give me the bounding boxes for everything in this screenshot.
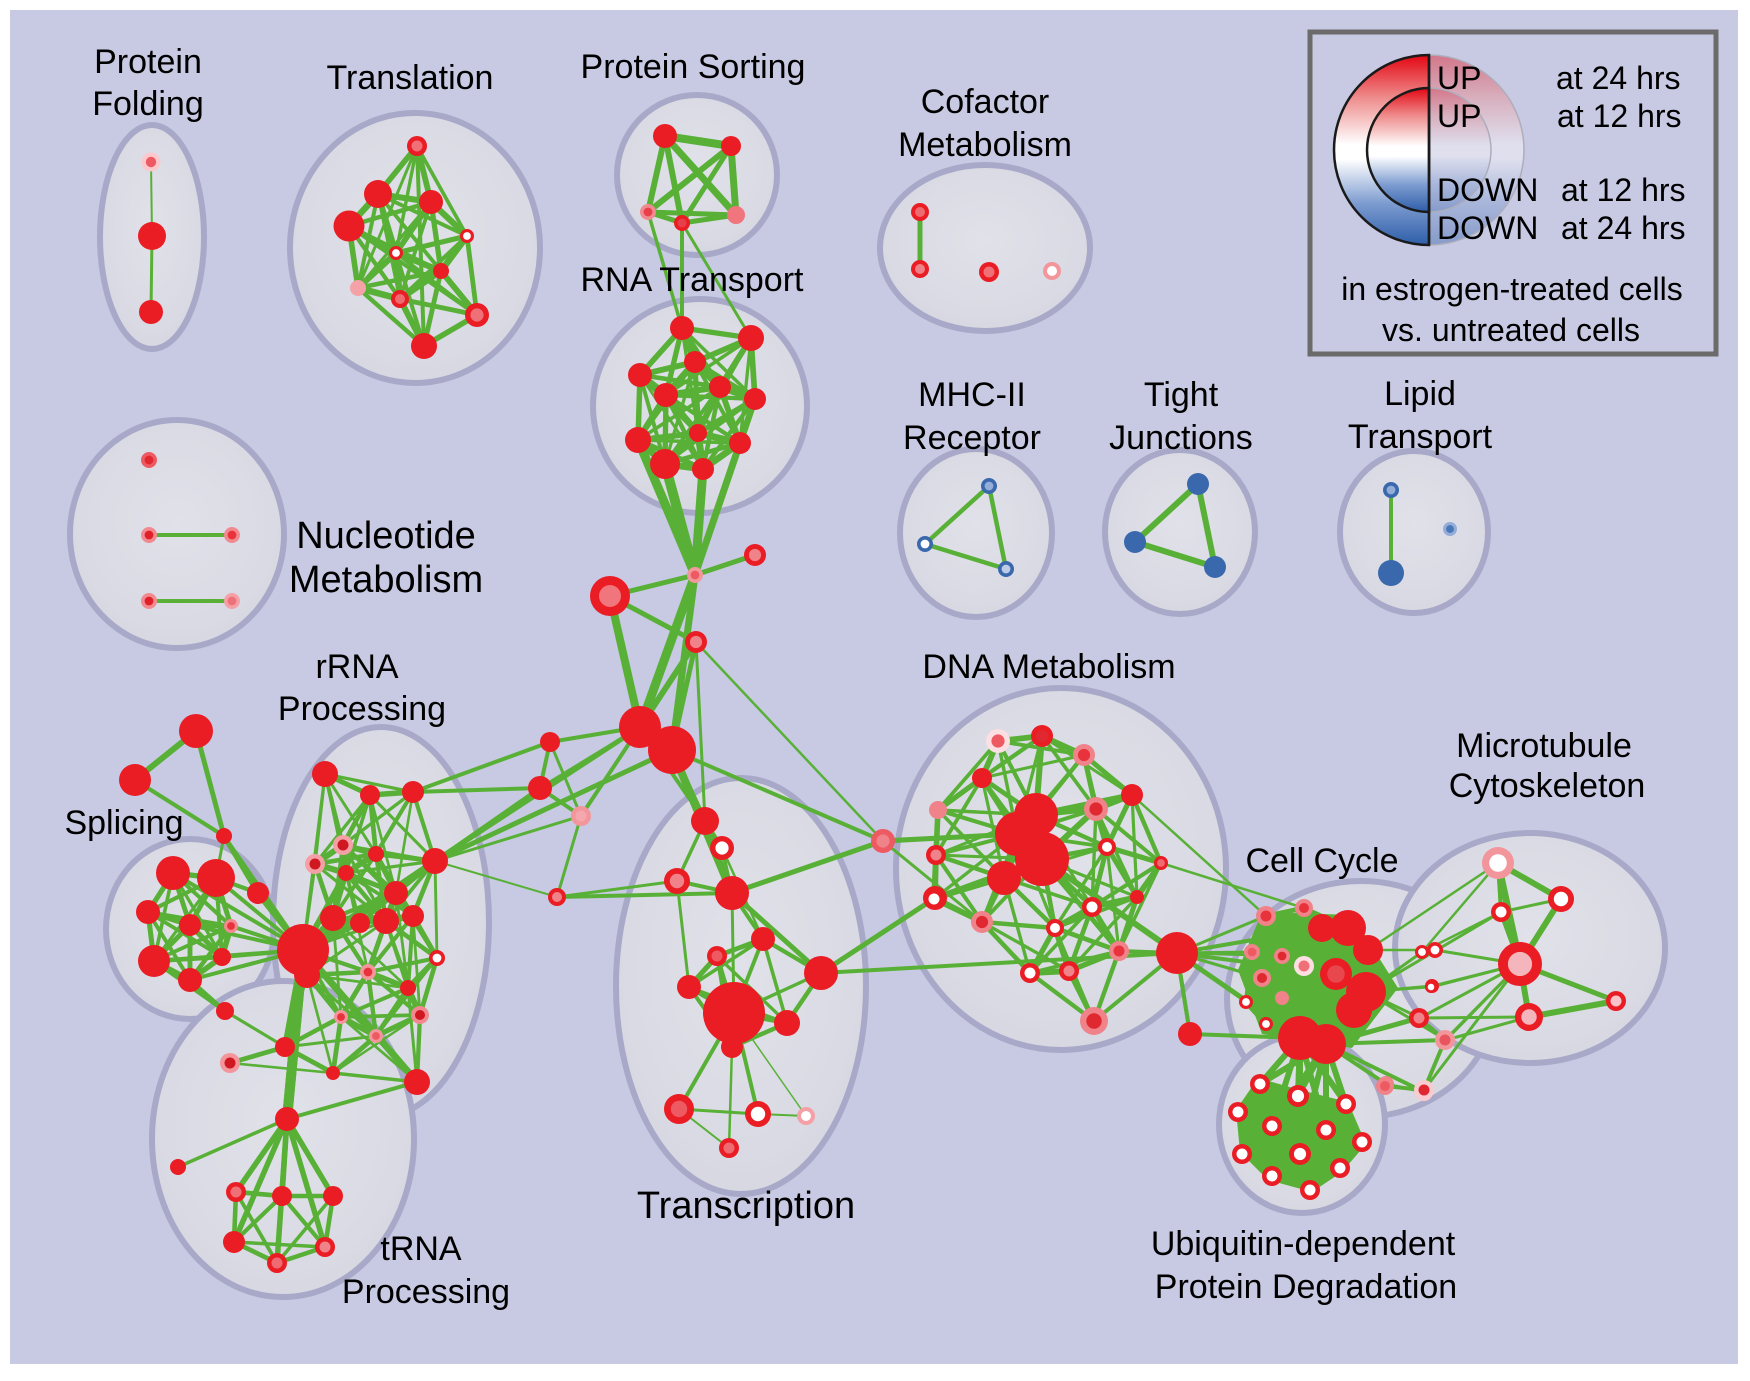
svg-text:Protein Sorting: Protein Sorting: [581, 48, 806, 86]
svg-text:MHC-II: MHC-II: [918, 376, 1026, 414]
svg-text:Protein: Protein: [94, 43, 202, 81]
svg-text:UP: UP: [1437, 60, 1481, 96]
svg-text:Cell Cycle: Cell Cycle: [1245, 842, 1398, 880]
svg-text:Microtubule: Microtubule: [1456, 727, 1632, 765]
svg-text:Ubiquitin-dependent: Ubiquitin-dependent: [1151, 1225, 1456, 1263]
svg-text:Processing: Processing: [278, 690, 446, 728]
svg-text:Splicing: Splicing: [64, 804, 183, 842]
svg-text:Metabolism: Metabolism: [289, 559, 483, 601]
svg-text:at 24 hrs: at 24 hrs: [1556, 60, 1681, 96]
svg-text:Transcription: Transcription: [637, 1185, 855, 1227]
svg-text:at 12 hrs: at 12 hrs: [1557, 98, 1682, 134]
svg-text:DOWN: DOWN: [1437, 210, 1538, 246]
svg-text:Receptor: Receptor: [903, 419, 1041, 457]
svg-text:Cytoskeleton: Cytoskeleton: [1449, 767, 1646, 805]
svg-text:Translation: Translation: [327, 59, 494, 97]
svg-text:Cofactor: Cofactor: [921, 83, 1050, 121]
svg-text:Protein Degradation: Protein Degradation: [1155, 1268, 1457, 1306]
svg-text:Nucleotide: Nucleotide: [296, 515, 476, 557]
svg-text:RNA Transport: RNA Transport: [581, 261, 805, 299]
svg-text:Lipid: Lipid: [1384, 375, 1456, 413]
svg-text:rRNA: rRNA: [315, 648, 398, 686]
svg-text:at 24 hrs: at 24 hrs: [1561, 210, 1686, 246]
svg-text:Metabolism: Metabolism: [898, 126, 1072, 164]
svg-text:Processing: Processing: [342, 1273, 510, 1311]
svg-text:vs. untreated cells: vs. untreated cells: [1382, 312, 1640, 348]
svg-text:tRNA: tRNA: [380, 1230, 462, 1268]
svg-text:Tight: Tight: [1144, 376, 1219, 414]
svg-text:at 12 hrs: at 12 hrs: [1561, 172, 1686, 208]
svg-text:DOWN: DOWN: [1437, 172, 1538, 208]
svg-text:UP: UP: [1437, 98, 1481, 134]
svg-text:Junctions: Junctions: [1109, 419, 1253, 457]
svg-text:Folding: Folding: [92, 85, 204, 123]
svg-text:DNA Metabolism: DNA Metabolism: [922, 648, 1175, 686]
svg-text:in estrogen-treated cells: in estrogen-treated cells: [1341, 271, 1683, 307]
svg-text:Transport: Transport: [1348, 418, 1493, 456]
